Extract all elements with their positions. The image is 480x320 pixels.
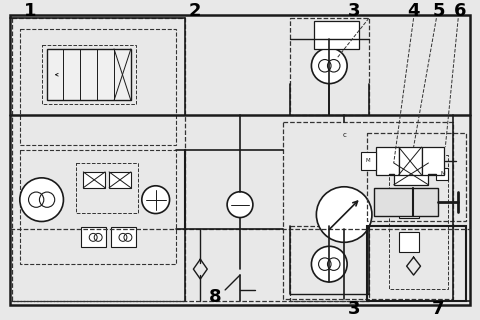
Bar [421, 147, 444, 175]
Bar [374, 188, 438, 216]
Bar [399, 147, 421, 175]
Bar [20, 150, 176, 264]
Text: 3: 3 [348, 300, 360, 318]
Circle shape [316, 187, 372, 242]
Bar [367, 227, 466, 301]
Circle shape [142, 186, 169, 213]
Text: 4: 4 [408, 2, 420, 20]
Bar [12, 18, 185, 301]
Bar [81, 228, 106, 247]
Bar [47, 49, 131, 100]
Circle shape [312, 48, 347, 84]
Text: M: M [440, 172, 444, 176]
Bar [289, 227, 369, 301]
Bar [20, 29, 176, 145]
Circle shape [20, 178, 63, 221]
Bar [399, 232, 419, 252]
Bar [399, 198, 419, 218]
Bar [361, 152, 376, 170]
Bar [42, 45, 136, 104]
Text: 5: 5 [432, 2, 444, 20]
Bar [84, 172, 105, 188]
Bar [314, 21, 359, 49]
Bar [394, 163, 429, 185]
Bar [111, 228, 136, 247]
Circle shape [227, 192, 253, 218]
Bar [76, 163, 138, 212]
Bar [389, 155, 448, 289]
Bar [109, 172, 131, 188]
Bar [436, 168, 448, 180]
Text: 8: 8 [209, 288, 221, 306]
Text: c: c [342, 132, 346, 138]
Text: 3: 3 [348, 2, 360, 20]
Bar [283, 122, 453, 299]
Text: 1: 1 [24, 2, 36, 20]
Circle shape [312, 246, 347, 282]
Text: 6: 6 [454, 2, 467, 20]
Text: 7: 7 [432, 300, 444, 318]
Bar [289, 18, 369, 116]
Bar [367, 133, 466, 220]
Text: 2: 2 [189, 2, 202, 20]
Bar [376, 147, 399, 175]
Text: M: M [366, 158, 370, 164]
